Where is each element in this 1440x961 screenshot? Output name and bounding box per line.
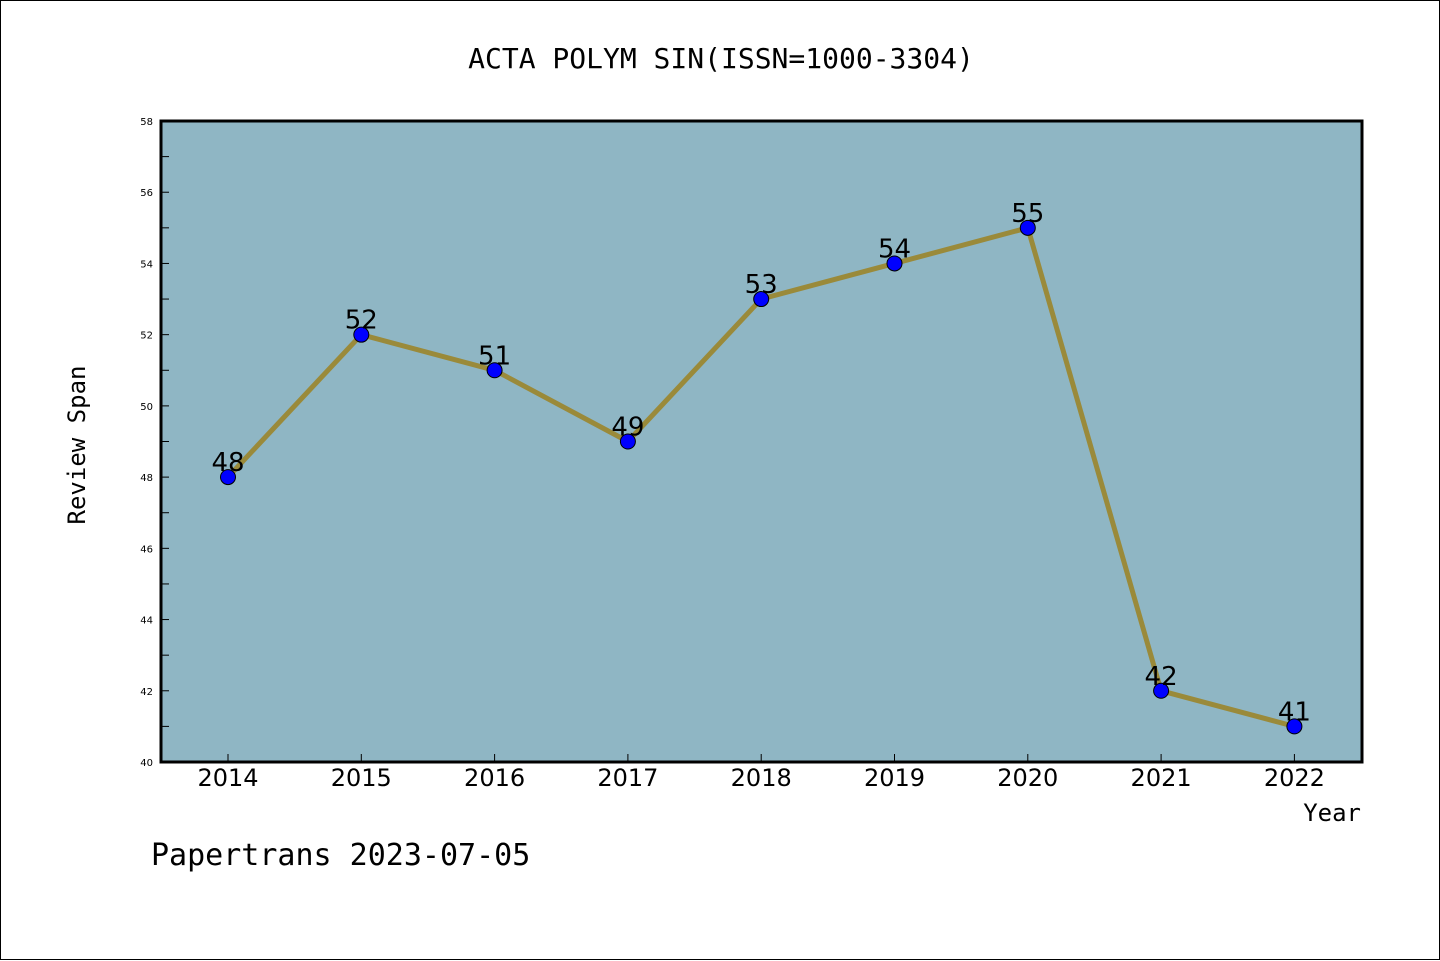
x-tick-label: 2017 bbox=[597, 764, 658, 792]
x-tick-label: 2019 bbox=[864, 764, 925, 792]
y-tick-label: 50 bbox=[140, 402, 153, 413]
y-axis: 40 42 44 46 48 50 52 54 56 58 bbox=[140, 117, 169, 769]
x-tick-label: 2016 bbox=[464, 764, 525, 792]
x-tick-label: 2022 bbox=[1264, 764, 1325, 792]
data-label-layer: 48 52 51 49 53 54 55 42 41 bbox=[211, 199, 1310, 728]
data-label: 54 bbox=[878, 234, 911, 264]
y-tick-label: 58 bbox=[140, 117, 153, 128]
data-label: 41 bbox=[1278, 697, 1311, 727]
x-axis: 2014 2015 2016 2017 2018 2019 2020 2021 2022 bbox=[197, 754, 1325, 792]
data-point bbox=[753, 291, 770, 308]
x-tick-label: 2021 bbox=[1131, 764, 1192, 792]
marker-layer bbox=[220, 219, 1303, 735]
x-tick-label: 2015 bbox=[331, 764, 392, 792]
data-point bbox=[886, 255, 903, 272]
y-tick-label: 44 bbox=[140, 616, 153, 627]
data-label: 42 bbox=[1145, 662, 1178, 692]
plot-area bbox=[159, 119, 1364, 764]
data-point bbox=[1019, 219, 1036, 236]
x-tick-label: 2014 bbox=[197, 764, 258, 792]
data-label: 49 bbox=[611, 413, 644, 443]
data-point bbox=[1286, 718, 1303, 735]
data-point bbox=[619, 433, 636, 450]
chart-title: ACTA POLYM SIN(ISSN=1000-3304) bbox=[468, 42, 974, 75]
y-tick-label: 42 bbox=[140, 687, 153, 698]
x-tick-label: 2020 bbox=[997, 764, 1058, 792]
data-label: 51 bbox=[478, 341, 511, 371]
footer-credit: Papertrans 2023-07-05 bbox=[151, 838, 530, 873]
x-tick-label: 2018 bbox=[731, 764, 792, 792]
y-tick-label: 46 bbox=[140, 544, 153, 555]
y-tick-label: 56 bbox=[140, 188, 153, 199]
data-label: 53 bbox=[745, 270, 778, 300]
data-label: 48 bbox=[211, 448, 244, 478]
y-tick-label: 52 bbox=[140, 331, 153, 342]
data-point bbox=[1153, 682, 1170, 699]
x-axis-label: Year bbox=[1303, 799, 1361, 827]
data-point bbox=[353, 326, 370, 343]
y-tick-label: 54 bbox=[140, 259, 153, 270]
data-point bbox=[486, 362, 503, 379]
y-tick-label: 40 bbox=[140, 758, 153, 769]
y-axis-label: Review Span bbox=[63, 366, 91, 525]
data-point bbox=[220, 469, 236, 486]
data-label: 55 bbox=[1011, 199, 1044, 229]
data-label: 52 bbox=[345, 306, 378, 336]
y-tick-label: 48 bbox=[140, 473, 153, 484]
